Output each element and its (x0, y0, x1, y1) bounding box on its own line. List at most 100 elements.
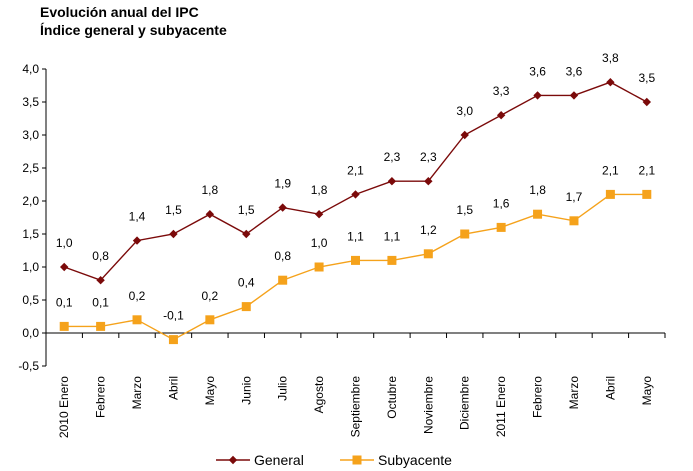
data-point (168, 335, 178, 345)
data-point (387, 255, 397, 265)
x-tick-label: 2010 Enero (57, 376, 71, 438)
data-label: 3,8 (602, 51, 619, 65)
y-tick-label: 1,0 (22, 260, 39, 274)
data-label: 1,1 (347, 229, 364, 243)
x-tick-label: Noviembre (421, 376, 435, 434)
title-line-1: Evolución anual del IPC (40, 4, 199, 20)
data-point (278, 275, 288, 285)
data-label: 1,4 (129, 210, 146, 224)
data-point (424, 177, 433, 186)
legend-marker (228, 455, 238, 465)
data-label: 3,6 (529, 64, 546, 78)
legend-item-general: General (216, 452, 304, 468)
y-tick-label: 1,5 (22, 227, 39, 241)
series-general: 1,0 0,8 1,4 1,5 1,8 1,5 1,9 1,8 2,1 2,3 2,3 3,0 3,3 3… (56, 51, 655, 285)
data-point (314, 262, 324, 272)
x-tick-label: 2011 Enero (494, 376, 508, 437)
axes (45, 69, 665, 366)
data-point (533, 209, 543, 219)
x-axis-ticks: 2010 Enero Febrero Marzo Abril Mayo Junio Juli… (45, 333, 666, 438)
data-label: 3,0 (456, 104, 473, 118)
x-tick-label: Junio (239, 376, 253, 405)
x-tick-label: Abril (166, 376, 180, 400)
data-label: 0,1 (56, 295, 73, 309)
data-point (278, 203, 287, 212)
x-tick-label: Julio (276, 376, 290, 401)
data-point (569, 91, 579, 100)
data-label: 1,9 (274, 177, 291, 191)
data-label: 0,2 (129, 289, 146, 303)
data-label: 2,3 (384, 150, 401, 164)
data-label: 3,6 (566, 64, 583, 78)
data-point (351, 255, 360, 265)
x-tick-label: Marzo (130, 376, 144, 410)
y-tick-label: 0,0 (22, 326, 39, 340)
data-point (205, 210, 215, 219)
data-point (60, 262, 69, 272)
y-tick-label: 2,0 (22, 194, 39, 208)
data-point (241, 302, 251, 312)
data-point (387, 177, 397, 186)
chart-title: Evolución anual del IPC Índice general y… (40, 3, 227, 39)
data-label: 2,1 (347, 163, 364, 177)
data-point (423, 249, 433, 259)
data-point (496, 222, 506, 232)
data-label: 1,8 (529, 183, 546, 197)
legend: General Subyacente (216, 452, 452, 468)
data-label: 0,8 (92, 249, 109, 263)
data-point (460, 130, 469, 140)
legend-label: Subyacente (378, 452, 452, 468)
data-label: 2,1 (602, 163, 619, 177)
x-tick-label: Febrero (94, 376, 108, 418)
data-point (606, 78, 615, 87)
data-point (59, 321, 69, 331)
data-point (642, 189, 652, 199)
data-label: 0,2 (202, 289, 219, 303)
data-label: 1,8 (202, 183, 219, 197)
x-tick-label: Octubre (385, 376, 399, 419)
data-point (205, 315, 215, 325)
data-label: 0,1 (92, 295, 109, 309)
legend-marker (352, 455, 362, 465)
data-label: 1,2 (420, 223, 437, 237)
x-tick-label: Abril (603, 376, 617, 400)
data-point (496, 111, 506, 120)
data-label: 1,0 (56, 236, 73, 250)
series-group: 1,0 0,8 1,4 1,5 1,8 1,5 1,9 1,8 2,1 2,3 2,3 3,0 3,3 3… (56, 51, 655, 345)
x-tick-label: Marzo (567, 376, 581, 410)
x-tick-label: Mayo (640, 376, 654, 406)
x-tick-label: Septiembre (349, 376, 363, 438)
y-tick-label: 3,5 (22, 95, 39, 109)
y-tick-label: 2,5 (22, 161, 39, 175)
data-point (351, 190, 360, 199)
data-label: 1,0 (311, 236, 328, 250)
y-tick-label: 0,5 (22, 293, 39, 307)
data-point (132, 315, 142, 325)
data-label: 1,8 (311, 183, 328, 197)
series-line (64, 193, 647, 341)
data-label: 0,8 (274, 249, 291, 263)
title-line-2: Índice general y subyacente (40, 22, 227, 38)
data-point (314, 210, 324, 219)
y-tick-label: 4,0 (22, 62, 39, 76)
data-label: -0,1 (163, 309, 184, 323)
data-point (132, 236, 142, 245)
x-tick-label: Agosto (312, 376, 326, 414)
data-point (569, 216, 579, 226)
data-label: 3,5 (638, 71, 655, 85)
data-point (169, 229, 178, 239)
data-label: 1,6 (493, 196, 510, 210)
data-point (460, 229, 470, 239)
y-tick-label: 3,0 (22, 128, 39, 142)
data-label: 1,5 (238, 203, 255, 217)
data-point (533, 91, 542, 100)
data-label: 2,3 (420, 150, 437, 164)
series-subyacente: 0,1 0,1 0,2 -0,1 0,2 0,4 0,8 1,0 1,1 1,1 1,2 1,5 1,6… (56, 163, 655, 345)
data-label: 1,5 (165, 203, 182, 217)
x-tick-label: Diciembre (458, 376, 472, 430)
x-tick-label: Mayo (203, 376, 217, 406)
data-label: 1,5 (456, 203, 473, 217)
data-point (96, 276, 105, 285)
data-label: 1,7 (566, 190, 583, 204)
